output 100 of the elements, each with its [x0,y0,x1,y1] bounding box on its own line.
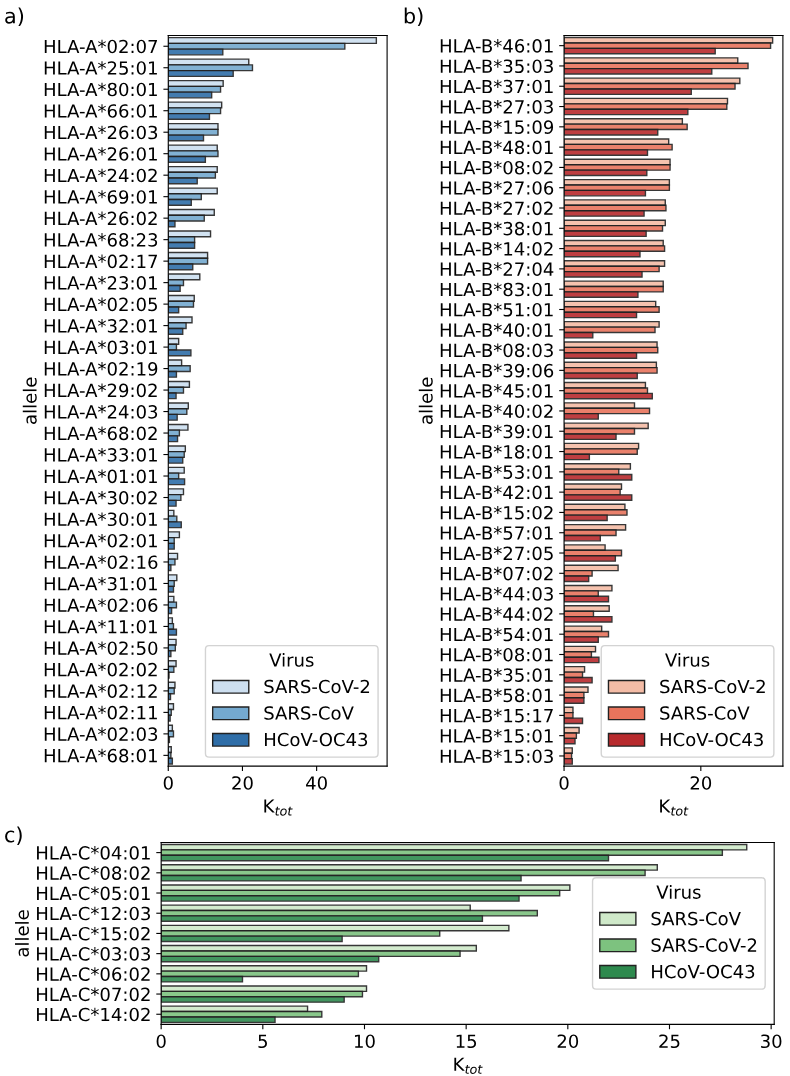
x-axis-title: K$_{tot}$ [264,799,293,816]
x-tick-label: 10 [354,1034,375,1049]
y-tick-label: HLA-A*02:11 [44,705,157,720]
y-tick-label: HLA-A*26:01 [44,147,157,161]
x-tick-label: 0 [559,776,569,790]
y-tick-label: HLA-A*68:02 [44,426,157,441]
x-tick-label: 30 [761,1034,782,1049]
y-axis-title: allele [22,377,37,424]
y-tick-label: HLA-B*18:01 [440,445,553,459]
y-tick-label: HLA-C*15:02 [37,926,150,941]
x-tick-label: 20 [232,776,253,790]
y-tick-label: HLA-A*02:17 [44,254,157,269]
y-tick-label: HLA-B*46:01 [440,39,553,53]
y-tick-label: HLA-B*39:01 [440,424,553,439]
x-tick-label: 5 [258,1034,267,1049]
y-tick-label: HLA-B*48:01 [440,140,553,155]
y-tick-label: HLA-B*54:01 [440,627,553,642]
y-tick-label: HLA-B*39:06 [440,363,554,378]
legend-label: SARS-CoV [660,706,750,720]
y-tick-label: HLA-B*08:03 [440,343,553,358]
y-tick-label: HLA-A*23:01 [44,276,157,290]
y-axis-title: allele [418,377,433,424]
y-tick-label: HLA-A*24:03 [44,405,158,419]
y-tick-label: HLA-B*27:05 [440,546,553,561]
text: c) [5,826,22,845]
x-axis-title: K$_{tot}$ [660,799,689,816]
text: a) [5,7,24,27]
y-tick-label: HLA-A*29:02 [44,383,157,398]
y-tick-label: HLA-A*02:06 [44,598,158,613]
y-tick-label: HLA-B*42:01 [440,485,553,500]
y-tick-label: HLA-A*80:01 [44,82,157,97]
y-tick-label: HLA-B*38:01 [440,221,553,236]
x-tick-label: 0 [156,1034,166,1049]
y-tick-label: HLA-C*12:03 [37,906,150,921]
legend-label: HCoV-OC43 [660,732,763,747]
y-tick-label: HLA-A*01:01 [44,469,157,484]
y-tick-label: HLA-B*08:01 [440,647,553,662]
y-tick-label: HLA-A*03:01 [44,340,157,355]
y-tick-label: HLA-A*24:02 [44,168,157,183]
y-tick-label: HLA-B*57:01 [440,526,553,540]
y-tick-label: HLA-A*02:05 [44,297,157,312]
y-tick-label: HLA-B*27:06 [440,181,554,195]
y-tick-label: HLA-B*44:03 [440,587,553,601]
y-tick-label: HLA-B*51:01 [440,302,553,317]
y-tick-label: HLA-A*31:01 [44,576,157,591]
y-tick-label: HLA-C*08:02 [37,866,150,880]
x-tick-label: 15 [456,1034,477,1049]
y-tick-label: HLA-C*06:02 [37,967,150,981]
y-tick-label: HLA-B*44:02 [440,607,553,622]
legend-label: SARS-CoV [264,706,354,720]
y-tick-label: HLA-A*02:03 [44,727,158,741]
y-tick-label: HLA-B*35:03 [440,59,553,74]
y-tick-label: HLA-B*27:03 [440,100,553,114]
y-tick-label: HLA-B*08:02 [440,160,553,175]
y-tick-label: HLA-C*04:01 [37,846,150,860]
y-tick-label: HLA-B*53:01 [440,465,553,479]
y-tick-label: HLA-A*02:12 [44,684,157,699]
y-tick-label: HLA-C*03:03 [37,947,150,961]
y-tick-label: HLA-B*27:04 [440,262,554,277]
legend-title: Virus [656,884,701,899]
y-tick-label: HLA-A*11:01 [44,619,157,634]
y-tick-label: HLA-B*15:03 [440,749,553,764]
legend-title: Virus [269,652,314,667]
y-tick-label: HLA-B*35:01 [440,668,553,682]
y-tick-label: HLA-A*02:19 [44,362,158,376]
y-tick-label: HLA-B*07:02 [440,566,553,581]
y-tick-label: HLA-C*07:02 [37,987,150,1002]
legend-label: SARS-CoV-2 [660,679,765,694]
y-tick-label: HLA-A*02:50 [44,641,158,656]
y-tick-label: HLA-C*14:02 [37,1007,150,1022]
y-tick-label: HLA-B*15:01 [440,729,553,743]
y-tick-label: HLA-A*26:03 [44,125,158,140]
y-tick-label: HLA-B*14:02 [440,242,553,256]
y-tick-label: HLA-A*02:01 [44,533,157,548]
legend-title: Virus [665,652,710,667]
y-tick-label: HLA-A*26:02 [44,211,157,226]
y-tick-label: HLA-C*05:01 [37,886,150,901]
y-tick-label: HLA-A*02:02 [44,662,157,677]
x-tick-label: 25 [659,1034,680,1049]
y-tick-label: HLA-B*37:01 [440,79,553,94]
y-tick-label: HLA-A*33:01 [44,447,157,462]
y-tick-label: HLA-B*58:01 [440,688,553,703]
legend-label: SARS-CoV-2 [264,679,370,694]
y-tick-label: HLA-B*15:02 [440,505,553,520]
legend-label: SARS-CoV [651,911,741,926]
y-tick-label: HLA-B*45:01 [440,384,553,398]
y-tick-label: HLA-B*27:02 [440,201,553,216]
y-tick-label: HLA-A*30:02 [44,490,157,505]
legend-label: HCoV-OC43 [652,964,755,979]
y-tick-label: HLA-B*15:09 [440,120,554,134]
y-tick-label: HLA-A*69:01 [44,190,157,204]
y-tick-label: HLA-A*32:01 [44,319,157,333]
text: b) [404,7,423,27]
y-tick-label: HLA-B*40:01 [440,323,553,337]
y-axis-title: allele [15,910,29,957]
y-tick-label: HLA-A*02:16 [44,555,158,570]
y-tick-label: HLA-B*83:01 [440,282,553,297]
x-tick-label: 20 [557,1034,579,1049]
y-tick-label: HLA-A*66:01 [44,104,157,118]
x-tick-label: 40 [306,776,327,790]
